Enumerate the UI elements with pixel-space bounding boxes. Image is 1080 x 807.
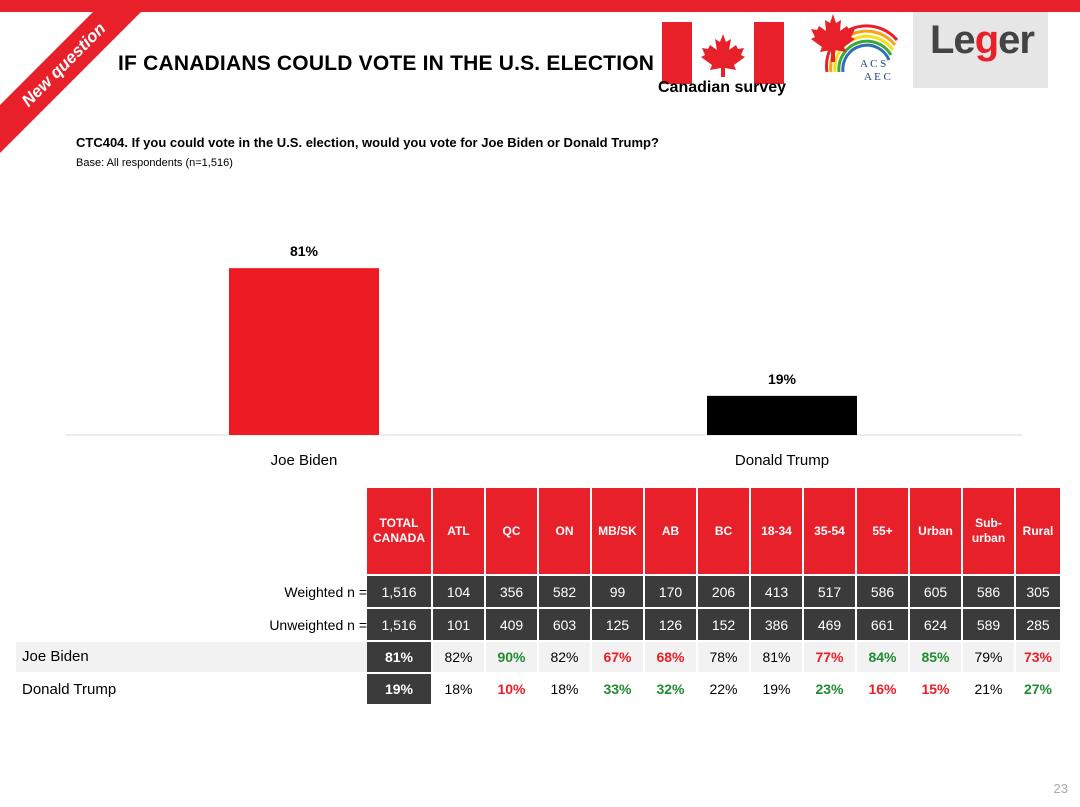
n-cell: 101 [433, 609, 484, 640]
n-cell: 624 [910, 609, 961, 640]
top-accent-bar [0, 0, 1080, 12]
result-cell: 10% [497, 681, 526, 697]
result-cell: 81% [367, 642, 431, 672]
result-cell: 82% [433, 642, 484, 672]
n-cell: 409 [486, 609, 537, 640]
n-cell: 285 [1016, 609, 1060, 640]
n-cell: 386 [751, 609, 802, 640]
data-label-donald-trump: 19% [768, 371, 797, 387]
table-header-row: TOTAL CANADA ATL QC ON MB/SK AB BC 18-34 35-54 55… [367, 488, 1060, 574]
result-cell: 82% [539, 642, 590, 672]
n-cell: 1,516 [367, 609, 431, 640]
result-cell: 73% [1016, 642, 1060, 672]
result-cell: 23% [815, 681, 844, 697]
result-cell: 77% [804, 642, 855, 672]
n-cell: 104 [433, 576, 484, 607]
result-cell: 22% [709, 681, 738, 697]
ribbon-label: New question [0, 0, 154, 155]
result-cell: 84% [857, 642, 908, 672]
result-cell: 81% [751, 642, 802, 672]
result-cell: 85% [910, 642, 961, 672]
leger-logo-background [913, 12, 1048, 88]
result-cell: 19% [367, 674, 431, 704]
n-cell: 305 [1016, 576, 1060, 607]
n-cell: 206 [698, 576, 749, 607]
column-header: TOTAL CANADA [367, 488, 431, 574]
category-label-donald-trump: Donald Trump [735, 452, 829, 469]
weighted-n-label: Weighted n = [284, 584, 367, 600]
logo-text-1: Le [930, 18, 976, 62]
unweighted-n-label: Unweighted n = [269, 617, 367, 633]
column-header: 18-34 [751, 488, 802, 574]
crosstab-table: TOTAL CANADA ATL QC ON MB/SK AB BC 18-34 35-54 55… [365, 486, 1062, 706]
n-cell: 517 [804, 576, 855, 607]
canada-flag-icon [662, 22, 784, 84]
result-cell: 79% [963, 642, 1014, 672]
weighted-n-row: 1,516 104 356 582 99 170 206 413 517 586 605 586 305 [367, 576, 1060, 607]
column-header: 55+ [857, 488, 908, 574]
n-cell: 126 [645, 609, 696, 640]
n-cell: 582 [539, 576, 590, 607]
n-cell: 605 [910, 576, 961, 607]
acs-aec-logo-icon: A C S A E C [811, 14, 899, 83]
logo-text-g: g [974, 18, 999, 62]
result-cell: 27% [1023, 681, 1053, 697]
n-cell: 589 [963, 609, 1014, 640]
result-cell: 18% [444, 681, 473, 697]
column-header: BC [698, 488, 749, 574]
n-cell: 661 [857, 609, 908, 640]
result-cell: 33% [603, 681, 632, 697]
column-header: 35-54 [804, 488, 855, 574]
result-row: 19% 18% 10% 18% 33% 32% 22% 19% 23% 16% 15% 21% 27% [367, 674, 1060, 704]
n-cell: 586 [963, 576, 1014, 607]
column-header: Rural [1016, 488, 1060, 574]
row-label-joe-biden: Joe Biden [16, 642, 367, 672]
unweighted-n-row: 1,516 101 409 603 125 126 152 386 469 661 624 589 28… [367, 609, 1060, 640]
result-cell: 19% [762, 681, 791, 697]
n-cell: 469 [804, 609, 855, 640]
n-cell: 356 [486, 576, 537, 607]
column-header: ATL [433, 488, 484, 574]
column-header: AB [645, 488, 696, 574]
bar-donald-trump [707, 395, 857, 435]
n-cell: 152 [698, 609, 749, 640]
result-row: 81% 82% 90% 82% 67% 68% 78% 81% 77% 84% 85% 79% 73% [367, 642, 1060, 672]
n-cell: 1,516 [367, 576, 431, 607]
column-header: ON [539, 488, 590, 574]
result-cell: 90% [486, 642, 537, 672]
row-label-donald-trump: Donald Trump [22, 681, 117, 698]
base-text: Base: All respondents (n=1,516) [76, 157, 233, 169]
result-cell: 15% [921, 681, 950, 697]
question-text: CTC404. If you could vote in the U.S. el… [76, 135, 659, 150]
result-cell: 32% [656, 681, 685, 697]
bar-chart: 81% Joe Biden 19% Donald Trump [65, 243, 1022, 469]
column-header: Sub-urban [963, 488, 1014, 574]
column-header: MB/SK [592, 488, 643, 574]
acs-text-line1: A C S [860, 58, 886, 70]
n-cell: 125 [592, 609, 643, 640]
category-label-joe-biden: Joe Biden [271, 452, 338, 469]
result-cell: 21% [974, 681, 1003, 697]
bar-joe-biden [229, 268, 379, 435]
result-cell: 78% [698, 642, 749, 672]
page-title: IF CANADIANS COULD VOTE IN THE U.S. ELEC… [118, 52, 655, 75]
result-cell: 16% [868, 681, 897, 697]
data-label-joe-biden: 81% [290, 243, 319, 259]
n-cell: 586 [857, 576, 908, 607]
column-header: Urban [910, 488, 961, 574]
result-cell: 67% [592, 642, 643, 672]
n-cell: 170 [645, 576, 696, 607]
result-cell: 68% [645, 642, 696, 672]
result-cell: 18% [550, 681, 579, 697]
leger-logo: Leger [930, 18, 1035, 63]
page-number: 23 [1053, 781, 1068, 796]
logo-text-2: er [998, 18, 1035, 62]
acs-text-line2: A E C [864, 71, 891, 83]
survey-label: Canadian survey [658, 79, 787, 96]
n-cell: 413 [751, 576, 802, 607]
column-header: QC [486, 488, 537, 574]
n-cell: 603 [539, 609, 590, 640]
n-cell: 99 [592, 576, 643, 607]
